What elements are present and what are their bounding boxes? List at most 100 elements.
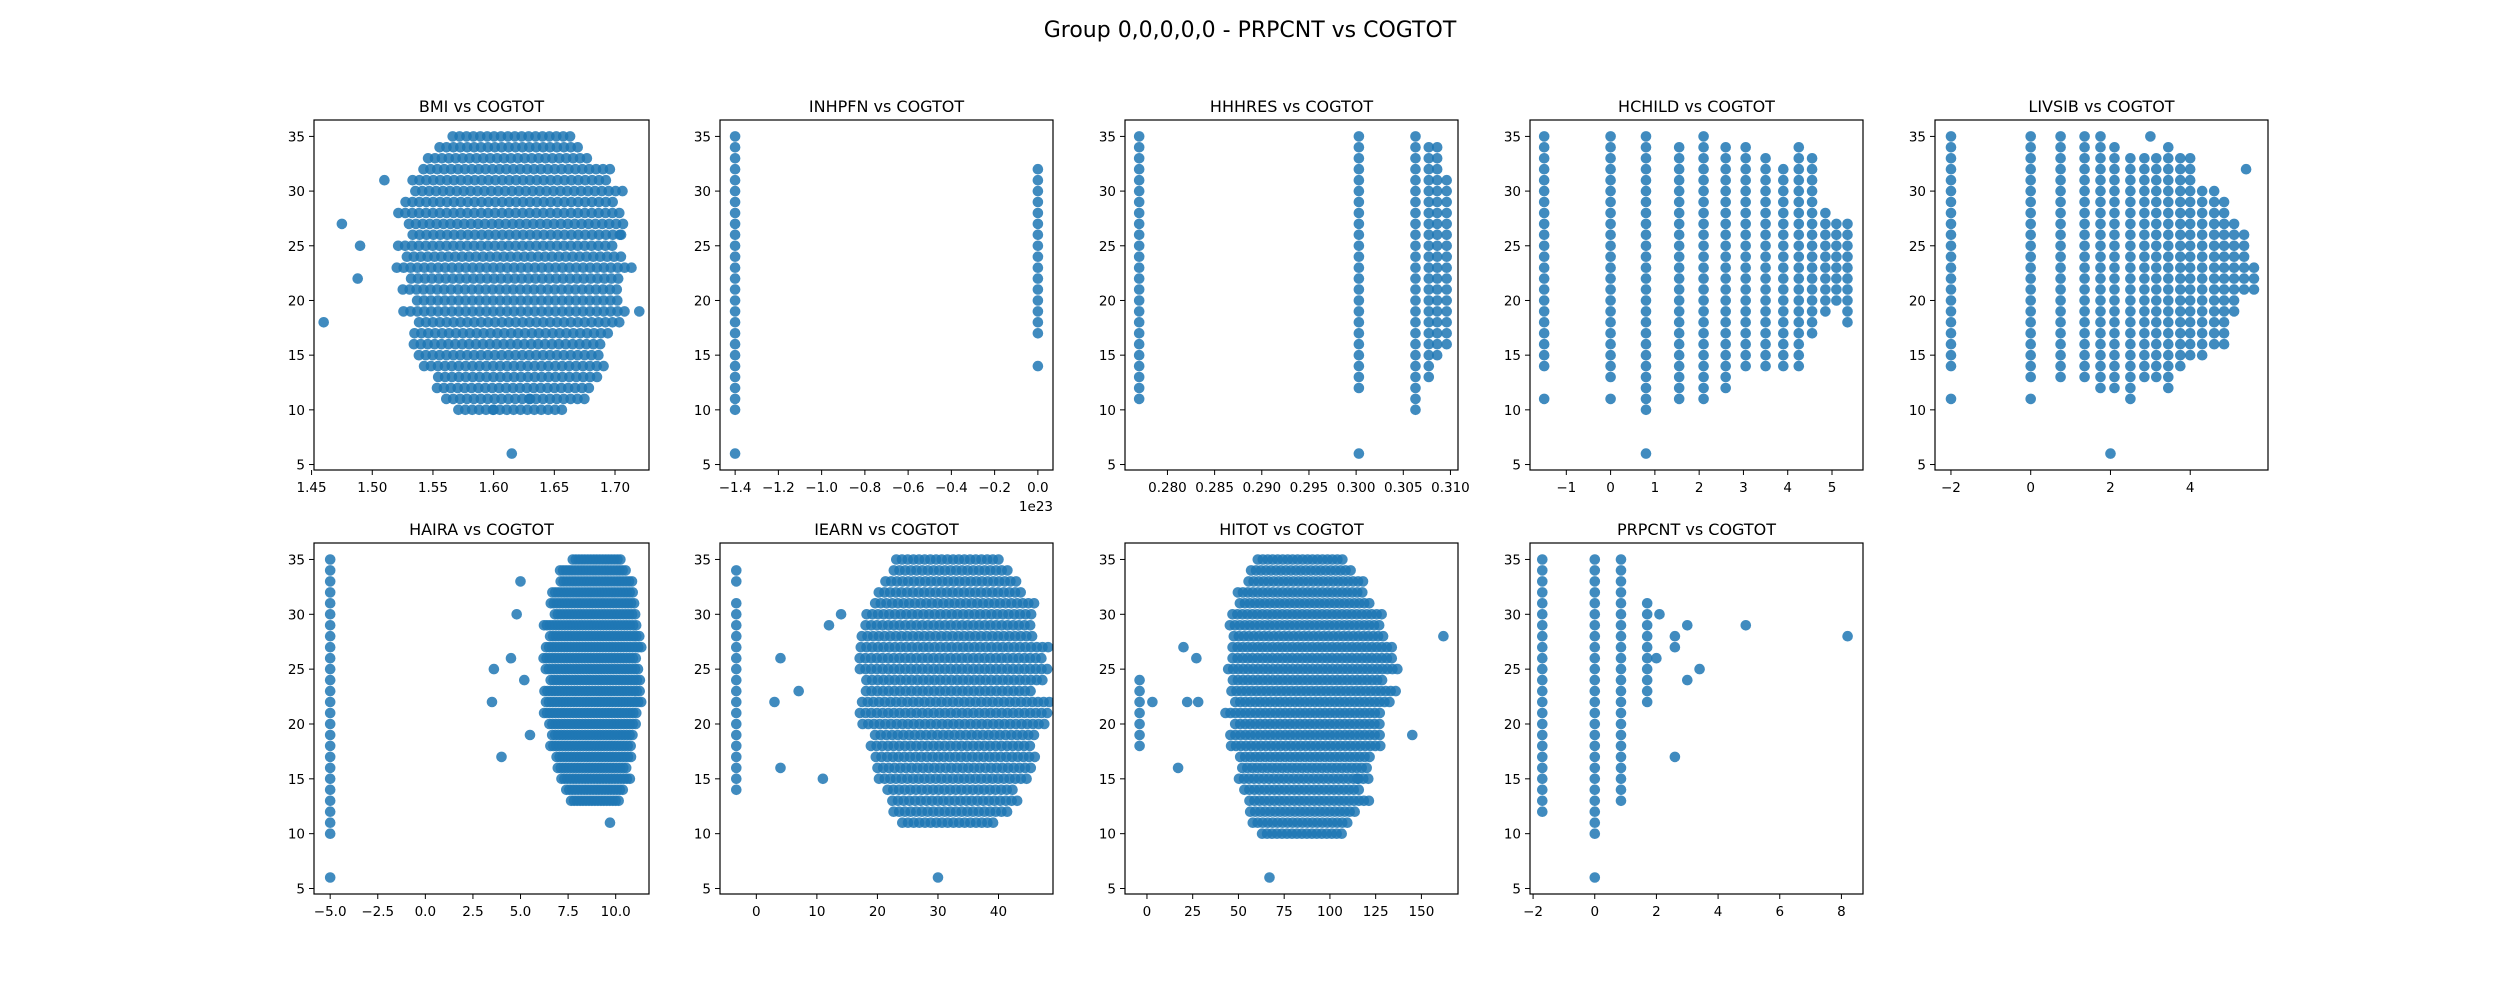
scatter-point bbox=[1032, 185, 1044, 197]
scatter-point bbox=[1793, 349, 1805, 361]
scatter-point bbox=[1760, 185, 1771, 197]
scatter-point bbox=[1615, 795, 1627, 807]
scatter-point bbox=[1028, 729, 1040, 741]
scatter-point bbox=[1842, 229, 1853, 241]
y-tick-label: 30 bbox=[1099, 607, 1116, 623]
scatter-point bbox=[1589, 762, 1601, 774]
y-tick-label: 30 bbox=[1504, 184, 1521, 200]
scatter-point bbox=[729, 273, 741, 284]
scatter-point bbox=[1410, 163, 1421, 175]
marker-layer bbox=[318, 131, 645, 459]
scatter-point bbox=[2196, 273, 2208, 284]
scatter-point bbox=[1361, 762, 1372, 774]
scatter-point bbox=[1778, 262, 1789, 274]
y-tick-label: 30 bbox=[694, 184, 711, 200]
y-tick-label: 20 bbox=[1504, 293, 1521, 309]
scatter-point bbox=[1806, 273, 1818, 284]
x-tick-label: 2 bbox=[1695, 480, 1704, 496]
scatter-point bbox=[324, 641, 336, 653]
scatter-point bbox=[2055, 207, 2066, 219]
scatter-point bbox=[2025, 142, 2036, 153]
scatter-point bbox=[2218, 295, 2230, 306]
scatter-point bbox=[2055, 229, 2066, 241]
scatter-point bbox=[1133, 174, 1145, 186]
x-tick-label: 1.65 bbox=[539, 480, 569, 496]
scatter-point bbox=[2095, 273, 2106, 284]
scatter-point bbox=[2163, 273, 2174, 284]
scatter-point bbox=[1423, 328, 1435, 339]
scatter-point bbox=[1026, 630, 1038, 642]
scatter-point bbox=[2079, 371, 2090, 383]
scatter-point bbox=[324, 740, 336, 752]
scatter-point bbox=[2095, 349, 2106, 361]
scatter-point bbox=[731, 609, 742, 620]
scatter-point bbox=[1698, 251, 1709, 262]
y-tick-label: 10 bbox=[694, 827, 711, 843]
x-tick-label: 8 bbox=[1837, 904, 1846, 920]
scatter-point bbox=[1007, 784, 1018, 796]
scatter-point bbox=[583, 382, 595, 394]
scatter-point bbox=[2125, 393, 2136, 405]
scatter-point bbox=[1673, 360, 1685, 372]
scatter-point bbox=[1032, 273, 1044, 284]
scatter-point bbox=[2151, 295, 2162, 306]
scatter-point bbox=[572, 142, 583, 153]
scatter-point bbox=[1641, 674, 1653, 686]
scatter-point bbox=[1698, 262, 1709, 274]
scatter-point bbox=[2095, 295, 2106, 306]
scatter-point bbox=[1032, 207, 1044, 219]
scatter-point bbox=[2151, 196, 2162, 208]
scatter-point bbox=[629, 609, 641, 620]
scatter-point bbox=[1386, 641, 1398, 653]
scatter-point bbox=[2079, 142, 2090, 153]
scatter-point bbox=[2175, 273, 2186, 284]
scatter-point bbox=[2196, 240, 2208, 252]
y-tick-label: 10 bbox=[1099, 827, 1116, 843]
scatter-point bbox=[2095, 207, 2106, 219]
scatter-point bbox=[2139, 196, 2150, 208]
scatter-point bbox=[2079, 349, 2090, 361]
scatter-point bbox=[1945, 207, 1957, 219]
y-tick-label: 25 bbox=[1504, 662, 1521, 678]
scatter-point bbox=[1698, 317, 1709, 328]
scatter-point bbox=[1364, 598, 1375, 609]
scatter-point bbox=[1178, 641, 1189, 653]
scatter-point bbox=[1537, 598, 1548, 609]
scatter-point bbox=[2163, 153, 2174, 164]
scatter-point bbox=[1778, 251, 1789, 262]
scatter-point bbox=[1375, 740, 1386, 752]
scatter-point bbox=[1537, 784, 1548, 796]
scatter-point bbox=[2163, 240, 2174, 252]
scatter-point bbox=[2125, 153, 2136, 164]
scatter-point bbox=[2228, 273, 2240, 284]
scatter-point bbox=[2184, 284, 2196, 295]
scatter-point bbox=[2079, 218, 2090, 230]
scatter-point bbox=[1945, 185, 1957, 197]
scatter-point bbox=[1410, 240, 1421, 252]
scatter-point bbox=[729, 251, 741, 262]
scatter-point bbox=[324, 718, 336, 730]
scatter-point bbox=[1538, 262, 1550, 274]
x-tick-label: 1.55 bbox=[418, 480, 448, 496]
scatter-point bbox=[1640, 251, 1652, 262]
scatter-point bbox=[1384, 696, 1395, 708]
scatter-point bbox=[1010, 576, 1022, 587]
scatter-point bbox=[524, 729, 536, 741]
scatter-point bbox=[496, 751, 507, 763]
scatter-point bbox=[1640, 196, 1652, 208]
scatter-point bbox=[1806, 218, 1818, 230]
scatter-point bbox=[1172, 762, 1184, 774]
y-tick-label: 5 bbox=[296, 458, 305, 474]
scatter-point bbox=[2109, 382, 2120, 394]
scatter-point bbox=[1945, 393, 1957, 405]
scatter-point bbox=[2208, 317, 2220, 328]
scatter-point bbox=[2055, 317, 2066, 328]
scatter-point bbox=[731, 641, 742, 653]
scatter-point bbox=[634, 674, 646, 686]
scatter-point bbox=[1032, 196, 1044, 208]
x-tick-label: 4 bbox=[1783, 480, 1792, 496]
scatter-point bbox=[731, 620, 742, 631]
scatter-point bbox=[2025, 393, 2036, 405]
scatter-point bbox=[1831, 240, 1842, 252]
scatter-point bbox=[1032, 163, 1044, 175]
